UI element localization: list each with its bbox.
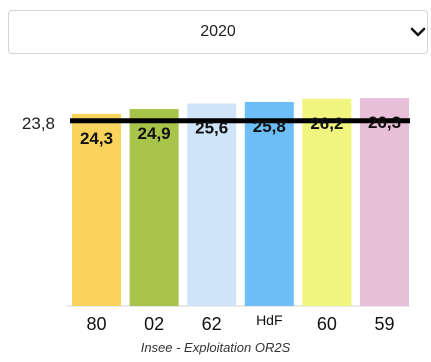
tick-label-60: 60 bbox=[317, 314, 337, 334]
value-label-60: 26,2 bbox=[310, 114, 343, 133]
year-select[interactable]: 2020 bbox=[8, 10, 428, 54]
bar-60 bbox=[302, 98, 352, 306]
tick-label-HdF: HdF bbox=[256, 312, 282, 328]
tick-label-02: 02 bbox=[144, 314, 164, 334]
tick-label-59: 59 bbox=[374, 314, 394, 334]
tick-label-80: 80 bbox=[86, 314, 106, 334]
chevron-down-icon bbox=[410, 27, 426, 37]
bar-HdF bbox=[244, 101, 294, 306]
tick-label-62: 62 bbox=[202, 314, 222, 334]
bar-62 bbox=[187, 103, 237, 306]
source-caption: Insee - Exploitation OR2S bbox=[140, 340, 291, 355]
value-label-59: 26,3 bbox=[368, 113, 401, 132]
year-select-value: 2020 bbox=[200, 23, 236, 40]
value-label-80: 24,3 bbox=[80, 129, 113, 148]
bar-80 bbox=[72, 113, 121, 306]
reference-label: 23,8 bbox=[22, 114, 55, 133]
bar-59 bbox=[360, 98, 409, 306]
value-label-02: 24,9 bbox=[138, 124, 171, 143]
value-label-HdF: 25,8 bbox=[253, 117, 286, 136]
value-label-62: 25,6 bbox=[195, 119, 228, 138]
bar-02 bbox=[129, 109, 179, 307]
